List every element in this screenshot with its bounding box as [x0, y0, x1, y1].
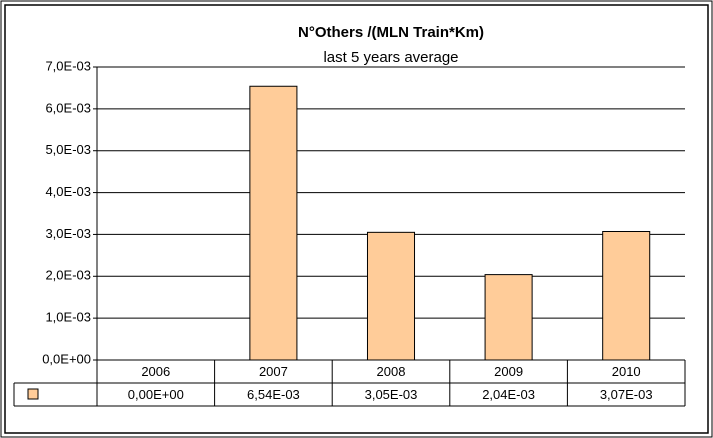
chart-title: N°Others /(MLN Train*Km)	[298, 24, 484, 41]
y-tick-label: 1,0E-03	[45, 310, 91, 325]
data-label: 0,00E+00	[128, 387, 184, 402]
x-tick-label: 2007	[259, 364, 288, 379]
x-tick-label: 2008	[377, 364, 406, 379]
y-tick-label: 6,0E-03	[45, 100, 91, 115]
x-tick-label: 2010	[612, 364, 641, 379]
legend-key	[27, 388, 39, 400]
bar	[484, 274, 533, 361]
chart-subtitle: last 5 years average	[323, 49, 458, 66]
bar	[366, 231, 416, 361]
data-label: 3,07E-03	[600, 387, 653, 402]
x-tick-label: 2006	[141, 364, 170, 379]
bar	[249, 85, 298, 361]
y-tick-label: 3,0E-03	[45, 226, 91, 241]
data-label: 6,54E-03	[247, 387, 300, 402]
data-label: 3,05E-03	[365, 387, 418, 402]
data-label: 2,04E-03	[482, 387, 535, 402]
y-tick-label: 4,0E-03	[45, 184, 91, 199]
bar	[602, 230, 651, 361]
y-tick-label: 7,0E-03	[45, 58, 91, 73]
y-tick-label: 2,0E-03	[45, 268, 91, 283]
y-tick-label: 5,0E-03	[45, 142, 91, 157]
x-tick-label: 2009	[494, 364, 523, 379]
y-tick-label: 0,0E+00	[42, 351, 91, 366]
chart-frame	[4, 4, 709, 434]
